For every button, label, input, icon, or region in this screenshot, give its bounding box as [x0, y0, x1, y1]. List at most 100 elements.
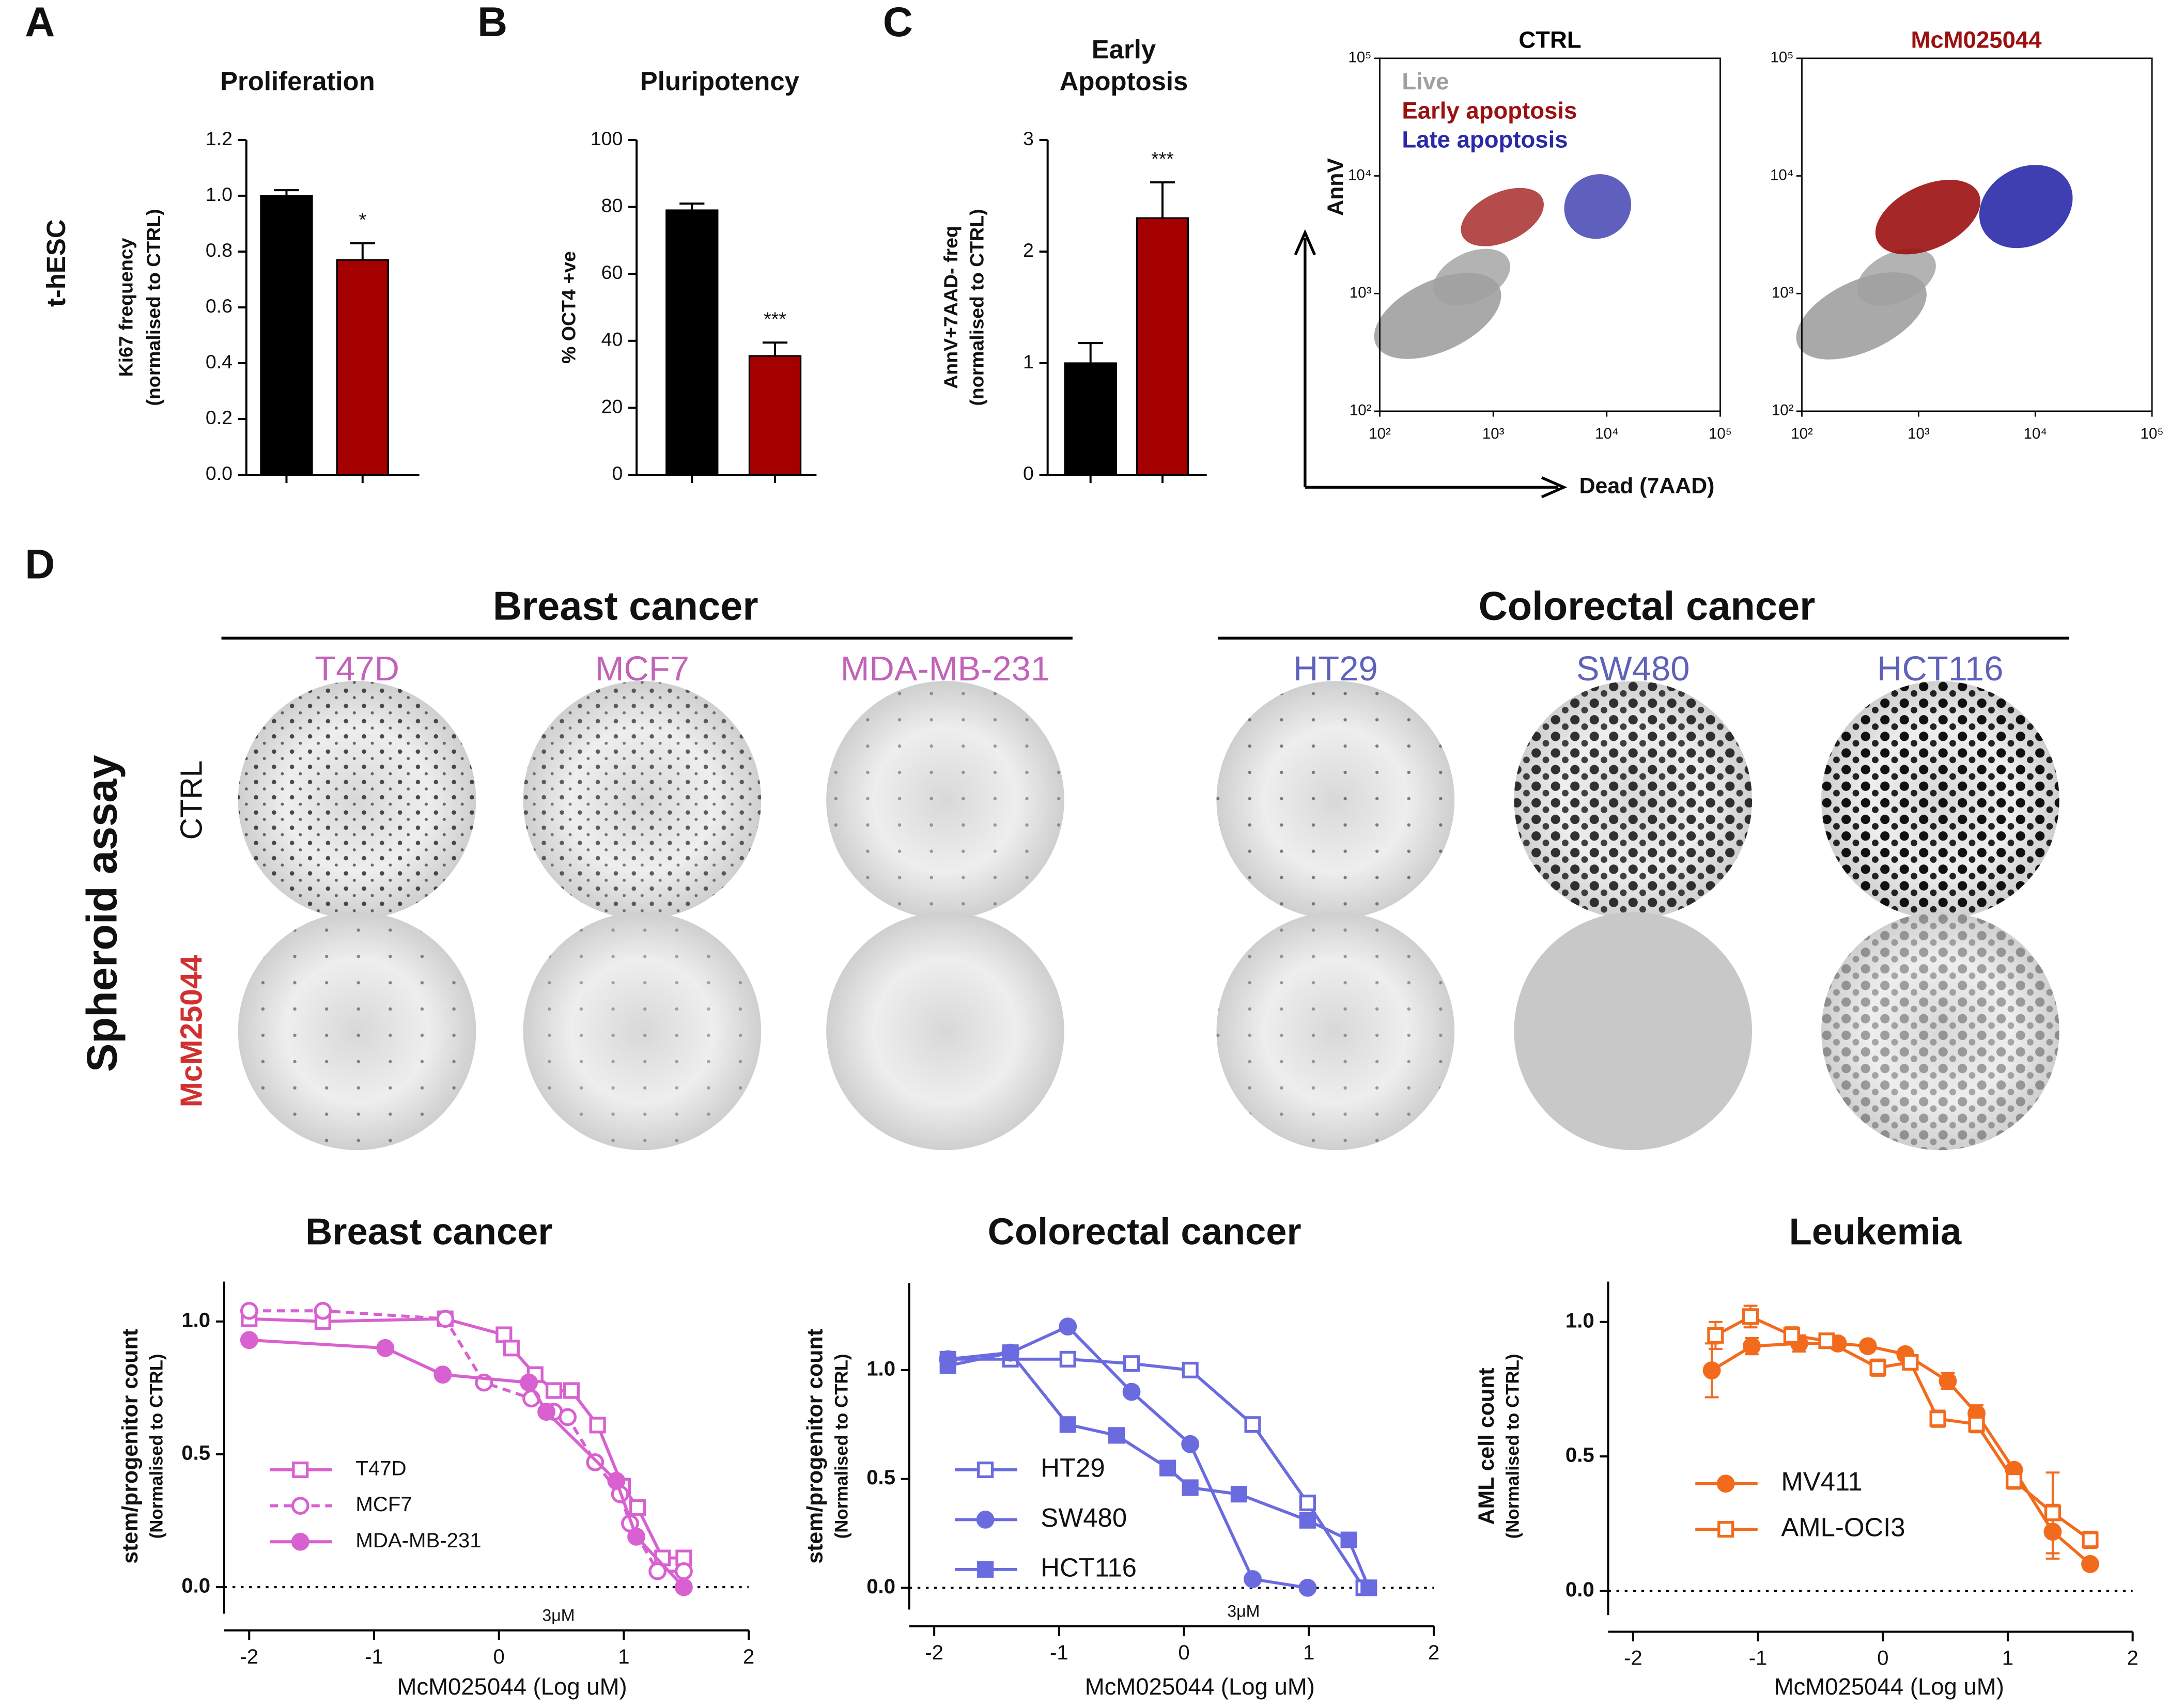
legend-label: Early apoptosis — [1402, 97, 1577, 123]
y-tick-label: 0.6 — [206, 295, 233, 317]
spheroid-colonies — [1514, 681, 1753, 919]
legend-label: HT29 — [1041, 1453, 1105, 1482]
marker — [1059, 1317, 1077, 1336]
x-tick-label: 1 — [618, 1645, 629, 1668]
x-tick-label: 10⁵ — [2141, 425, 2164, 442]
y-axis-label: % OCT4 +ve — [557, 251, 579, 364]
marker — [1159, 1459, 1176, 1477]
y-tick-label: 0.0 — [181, 1574, 210, 1597]
legend-marker — [977, 1561, 994, 1578]
chart-title: McM025044 — [1911, 27, 2042, 53]
y-tick-label: 10⁴ — [1770, 166, 1793, 183]
marker — [1299, 1494, 1316, 1512]
y-tick-label: 0.0 — [1566, 1578, 1594, 1601]
marker — [1059, 1350, 1076, 1368]
y-axis-label: Ki67 frequency — [115, 238, 136, 377]
y-axis-label: AML cell count — [1474, 1368, 1499, 1525]
legend-marker — [291, 1497, 309, 1515]
legend-label: MV411 — [1781, 1467, 1862, 1496]
marker — [1230, 1486, 1248, 1503]
group-title: Colorectal cancer — [1479, 584, 1816, 628]
y-tick-label: 10² — [1772, 402, 1794, 419]
bar — [748, 355, 802, 476]
x-tick-label: 0 — [493, 1645, 505, 1668]
marker — [433, 1365, 452, 1384]
spheroid-colonies — [1216, 681, 1455, 919]
legend-label: T47D — [355, 1457, 406, 1480]
population-cloud — [1564, 174, 1632, 239]
y-tick-label: 10³ — [1772, 284, 1794, 301]
marker — [314, 1301, 332, 1320]
significance: *** — [1151, 148, 1174, 169]
x-tick-label: -2 — [1624, 1647, 1642, 1670]
section-title: Spheroid assay — [78, 755, 126, 1072]
marker — [589, 1417, 606, 1434]
y-tick-label: 10⁵ — [1348, 49, 1371, 66]
chart-title: Early — [1092, 35, 1156, 64]
x-tick-label: 2 — [743, 1645, 754, 1668]
spheroid-colonies — [523, 912, 762, 1151]
spheroid-colonies — [826, 681, 1064, 919]
y-tick-label: 60 — [601, 261, 623, 283]
fit-line — [948, 1350, 1371, 1589]
y-tick-label: 1.0 — [181, 1308, 210, 1331]
marker — [1360, 1579, 1377, 1596]
x-tick-label: 1 — [2002, 1647, 2013, 1670]
y-axis-label: (Normalised to CTRL) — [147, 1354, 167, 1539]
annotation: 3μM — [1227, 1602, 1260, 1620]
x-tick-label: 10⁴ — [1595, 425, 1618, 442]
marker — [1818, 1332, 1835, 1349]
panel-letter: D — [25, 541, 55, 588]
x-axis-label: McM025044 (Log uM) — [397, 1673, 627, 1700]
spheroid-well — [1514, 912, 1753, 1151]
marker — [1181, 1435, 1200, 1453]
significance: * — [359, 209, 366, 230]
marker — [495, 1326, 513, 1343]
row-label: McM25044 — [175, 955, 209, 1107]
marker — [1742, 1308, 1759, 1325]
marker — [376, 1339, 395, 1357]
bar — [260, 195, 313, 476]
x-tick-label: 10² — [1369, 425, 1391, 442]
marker — [1002, 1344, 1019, 1361]
y-axis-label: stem/progenitor count — [803, 1329, 828, 1564]
population-cloud — [1433, 249, 1510, 306]
marker — [2081, 1555, 2099, 1573]
legend-label: Late apoptosis — [1402, 127, 1568, 153]
x-axis-label: Dead (7AAD) — [1579, 473, 1715, 498]
marker — [1707, 1327, 1724, 1344]
chart-title: CTRL — [1518, 27, 1581, 53]
y-tick-label: 40 — [601, 329, 623, 350]
marker — [1244, 1570, 1262, 1588]
x-tick-label: 2 — [1428, 1641, 1439, 1664]
y-tick-label: 0.5 — [1566, 1443, 1594, 1467]
marker — [503, 1340, 520, 1357]
marker — [627, 1527, 645, 1546]
x-tick-label: -2 — [925, 1641, 943, 1664]
population-cloud — [1979, 165, 2073, 249]
marker — [1869, 1359, 1886, 1376]
x-axis-label: McM025044 (Log uM) — [1085, 1673, 1315, 1700]
y-axis-label: (Normalised to CTRL) — [831, 1354, 851, 1539]
spheroid-colonies — [238, 912, 476, 1151]
marker — [240, 1331, 258, 1349]
chart-title: Pluripotency — [640, 66, 800, 96]
marker — [675, 1549, 692, 1566]
y-tick-label: 1.0 — [1566, 1309, 1594, 1332]
x-axis-label: McM025044 (Log uM) — [1774, 1673, 2004, 1700]
marker — [1182, 1479, 1199, 1496]
y-tick-label: 0 — [1023, 462, 1034, 484]
legend-label: MCF7 — [355, 1493, 412, 1516]
bar — [665, 209, 719, 476]
y-tick-label: 10⁵ — [1770, 49, 1793, 66]
marker — [675, 1562, 693, 1580]
fit-line — [249, 1338, 685, 1589]
y-tick-label: 0.0 — [206, 462, 233, 484]
marker — [563, 1382, 580, 1399]
legend-marker — [1717, 1521, 1734, 1538]
marker — [1182, 1361, 1199, 1379]
x-tick-label: 0 — [1877, 1647, 1888, 1670]
x-tick-label: 0 — [1178, 1641, 1189, 1664]
chart-title: Leukemia — [1789, 1212, 1962, 1253]
